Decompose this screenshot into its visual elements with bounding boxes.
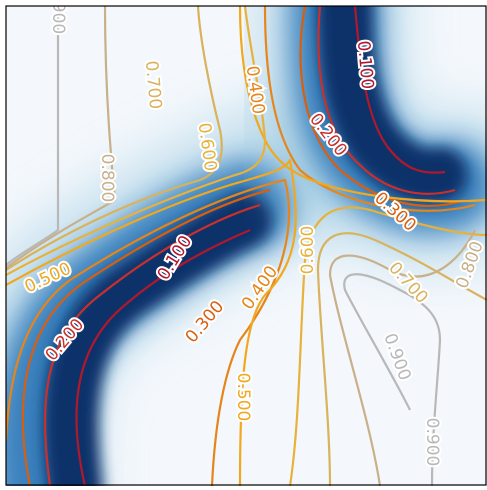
contour-line-0.5-left: [6, 158, 297, 486]
contour-line-0.6-a: [6, 6, 267, 276]
contour-line-0.1-left: [75, 228, 251, 486]
contour-label-0.5: 0.500: [233, 373, 253, 422]
contour-line-0.8-b: [328, 229, 476, 486]
contour-label-0.1: 0.100: [353, 40, 377, 90]
contour-line-0.8-a: [6, 6, 117, 269]
plot-frame: [5, 5, 487, 486]
contour-line-0.1-right: [353, 6, 446, 174]
contour-label-0.9: 0.900: [422, 418, 442, 467]
contour-line-0.4-left: [6, 178, 290, 486]
contour-line-0.6-b: [288, 206, 487, 486]
contour-label-0.9: 900: [48, 2, 68, 34]
density-layer: [6, 6, 487, 486]
contour-label-0.6: 0.600: [298, 226, 318, 275]
contour-label-0.8: 0.800: [97, 154, 117, 203]
contour-line-0.4-right: [263, 6, 476, 212]
contour-line-0.3-left: [21, 188, 271, 486]
contour-line-0.9-b: [343, 273, 442, 486]
contour-line-0.2-left: [43, 203, 261, 486]
density-ridge-upper-right-core: [317, 6, 468, 204]
contour-line-0.3-right: [299, 6, 466, 207]
contour-line-0.7-b: [316, 232, 487, 486]
contour-line-0.7-a: [6, 6, 223, 271]
contour-line-0.5-right: [238, 6, 487, 203]
contour-layer: [6, 6, 487, 486]
contour-line-0.9-a: [6, 6, 60, 266]
contour-label-0.7: 0.700: [141, 60, 165, 110]
density-ridge-lower-left-core: [43, 192, 273, 486]
contour-line-0.2-right: [317, 6, 456, 195]
